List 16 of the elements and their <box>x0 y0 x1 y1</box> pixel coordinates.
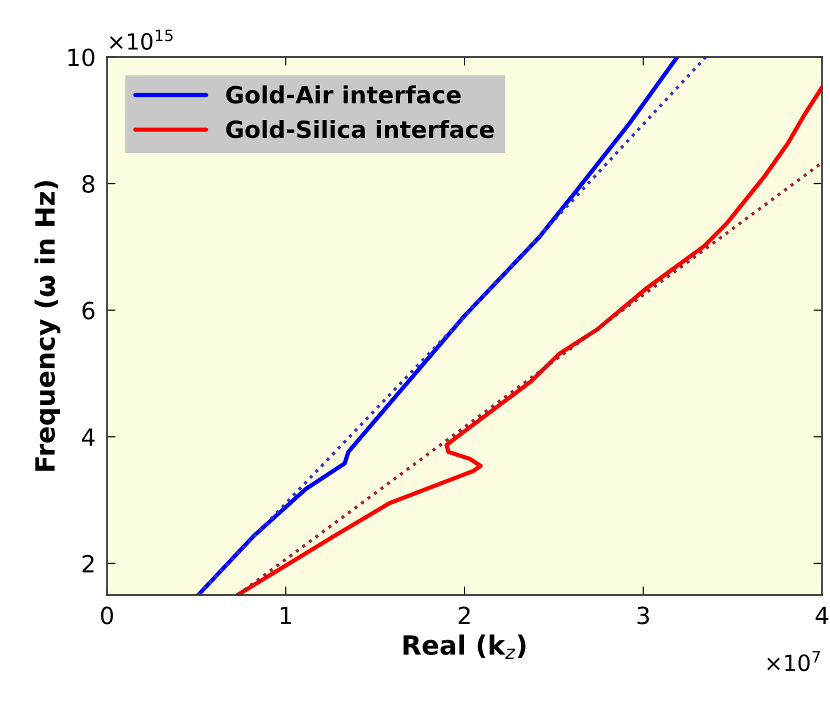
y-tick-label: 8 <box>82 175 94 193</box>
y-axis-title: Frequency (ω in Hz) <box>34 181 60 471</box>
text: ×10$^{7}$ <box>767 651 820 672</box>
x-tick-label: 2 <box>458 606 470 624</box>
y-tick-label: 10 <box>68 48 94 66</box>
legend-label: Gold-Air interface <box>226 85 461 104</box>
text: ×10$^{15}$ <box>110 30 173 50</box>
y-tick-label: 4 <box>82 428 95 446</box>
x-axis-title: Real (k$_{z}$) <box>404 634 526 659</box>
x-tick-label: 0 <box>101 606 113 624</box>
y-tick-label: 6 <box>82 302 94 320</box>
x-tick-label: 1 <box>280 606 292 624</box>
legend-label: Gold-Silica interface <box>226 120 494 138</box>
y-tick-label: 2 <box>82 554 94 572</box>
x-tick-label: 3 <box>638 606 649 624</box>
x-tick-label: 4 <box>816 606 828 624</box>
